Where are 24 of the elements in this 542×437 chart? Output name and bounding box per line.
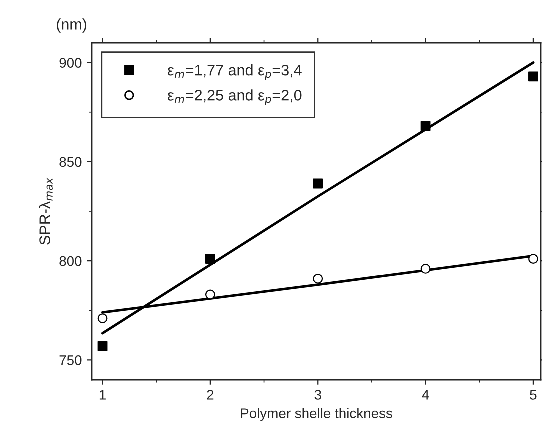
point [98, 341, 108, 352]
x-tick-label: 3 [314, 390, 322, 400]
y-axis-title: SPR-λ$_{max}$ [39, 178, 53, 245]
point [420, 264, 431, 274]
legend-label: ε$_{m}$=2,25 and ε$_{p}$=2,0 [168, 90, 302, 106]
y-tick-label: 850 [60, 157, 82, 168]
point [98, 314, 108, 324]
point [528, 254, 538, 264]
y-tick-label: 750 [60, 356, 82, 366]
point [313, 274, 324, 284]
y-tick-label: 900 [60, 58, 82, 68]
text: (nm) [57, 18, 87, 33]
x-tick-label: 5 [530, 390, 537, 400]
point [205, 254, 216, 264]
legend-label: ε$_{m}$=1,77 and ε$_{p}$=3,4 [168, 64, 302, 80]
point [313, 178, 324, 189]
x-tick-label: 4 [422, 390, 430, 400]
point [205, 290, 216, 300]
x-tick-label: 1 [100, 390, 106, 400]
point [420, 121, 431, 132]
y-tick-label: 800 [60, 256, 82, 266]
x-tick-label: 2 [207, 390, 214, 400]
point [528, 72, 538, 82]
x-axis-title: Polymer shelle thickness [241, 408, 392, 422]
